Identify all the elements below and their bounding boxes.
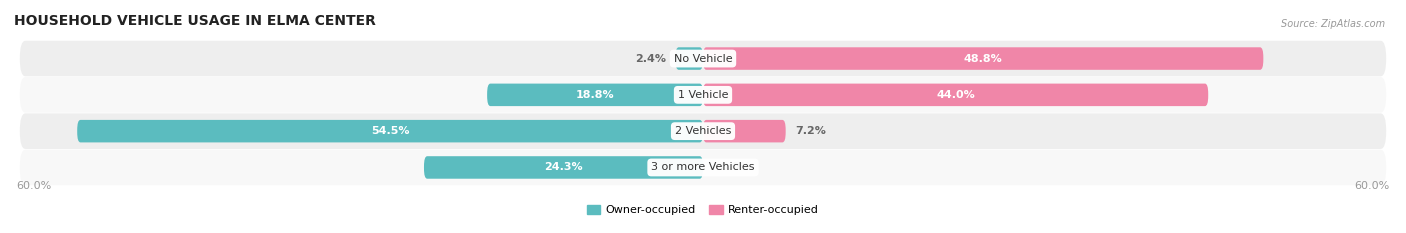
Text: 48.8%: 48.8% [963, 54, 1002, 64]
Text: 54.5%: 54.5% [371, 126, 409, 136]
Legend: Owner-occupied, Renter-occupied: Owner-occupied, Renter-occupied [582, 201, 824, 220]
Text: 0.0%: 0.0% [720, 162, 751, 172]
FancyBboxPatch shape [425, 156, 703, 179]
FancyBboxPatch shape [703, 47, 1264, 70]
Text: 1 Vehicle: 1 Vehicle [678, 90, 728, 100]
Text: 60.0%: 60.0% [17, 181, 52, 191]
Text: 60.0%: 60.0% [1354, 181, 1389, 191]
FancyBboxPatch shape [77, 120, 703, 142]
Text: 2 Vehicles: 2 Vehicles [675, 126, 731, 136]
Text: 24.3%: 24.3% [544, 162, 583, 172]
FancyBboxPatch shape [486, 84, 703, 106]
Text: 44.0%: 44.0% [936, 90, 974, 100]
FancyBboxPatch shape [703, 120, 786, 142]
Text: 7.2%: 7.2% [794, 126, 825, 136]
FancyBboxPatch shape [703, 84, 1208, 106]
FancyBboxPatch shape [20, 113, 1386, 149]
Text: 3 or more Vehicles: 3 or more Vehicles [651, 162, 755, 172]
Text: HOUSEHOLD VEHICLE USAGE IN ELMA CENTER: HOUSEHOLD VEHICLE USAGE IN ELMA CENTER [14, 14, 375, 28]
FancyBboxPatch shape [20, 77, 1386, 113]
FancyBboxPatch shape [675, 47, 703, 70]
FancyBboxPatch shape [20, 41, 1386, 76]
FancyBboxPatch shape [20, 150, 1386, 185]
Text: 18.8%: 18.8% [575, 90, 614, 100]
Text: 2.4%: 2.4% [636, 54, 666, 64]
Text: Source: ZipAtlas.com: Source: ZipAtlas.com [1281, 19, 1385, 29]
Text: No Vehicle: No Vehicle [673, 54, 733, 64]
